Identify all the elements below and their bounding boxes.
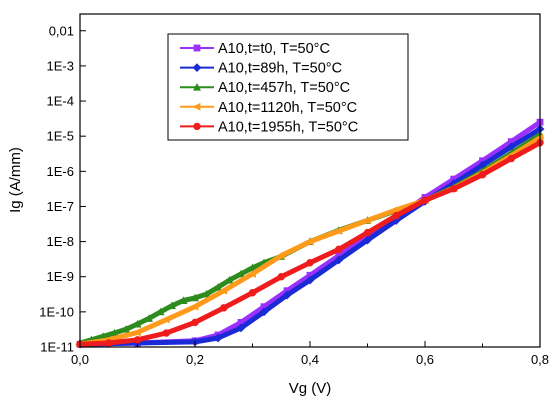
y-tick-label: 1E-4 <box>47 94 74 109</box>
data-point <box>305 237 314 246</box>
data-point <box>260 303 268 311</box>
legend-item: A10,t=1120h, T=50°C <box>180 100 357 116</box>
legend-item: A10,t=89h, T=50°C <box>180 61 342 77</box>
data-point <box>507 138 515 146</box>
y-axis-title: Ig (A/mm) <box>7 147 24 213</box>
legend-item: A10,t=1955h, T=50°C <box>180 119 358 135</box>
legend-label: A10,t=1120h, T=50°C <box>218 100 357 116</box>
data-point <box>363 216 371 225</box>
legend-item: A10,t=457h, T=50°C <box>180 80 350 96</box>
x-tick-label: 0,8 <box>531 352 549 367</box>
series-2 <box>75 124 545 349</box>
data-point <box>191 318 199 327</box>
data-point <box>236 323 246 333</box>
legend-label: A10,t=1955h, T=50°C <box>218 119 358 135</box>
y-tick-label: 1E-6 <box>47 164 74 179</box>
data-point <box>305 275 315 285</box>
data-point <box>306 259 314 267</box>
legend-marker <box>193 122 201 131</box>
data-point <box>391 205 400 214</box>
y-tick-label: 1E-8 <box>47 234 74 249</box>
data-point <box>202 289 211 298</box>
data-point <box>133 328 141 337</box>
axis-ticks-group: 0,0 0,2 0,4 0,6 0,8 1E-11 1E-10 1E-9 1E-8 1E-7 1E-… <box>39 23 549 367</box>
legend-marker <box>192 63 202 72</box>
data-point <box>392 211 400 220</box>
data-point <box>145 314 153 322</box>
data-point <box>450 185 458 193</box>
data-point <box>156 307 165 316</box>
data-point <box>110 328 119 337</box>
data-point <box>334 227 343 235</box>
legend-label: A10,t=89h, T=50°C <box>218 61 342 77</box>
data-point <box>363 235 372 245</box>
data-point <box>122 325 130 333</box>
data-point <box>225 275 234 284</box>
data-point <box>276 251 285 260</box>
y-tick-label: 1E-10 <box>39 304 74 319</box>
data-point <box>478 171 487 179</box>
legend-marker <box>193 83 201 91</box>
data-point <box>162 329 170 337</box>
data-point <box>306 271 314 279</box>
data-point <box>282 290 292 300</box>
data-point <box>190 302 199 311</box>
data-point <box>277 273 285 281</box>
data-point <box>220 304 228 312</box>
data-point <box>133 336 142 344</box>
y-tick-label: 1E-3 <box>47 58 74 73</box>
x-tick-label: 0,6 <box>416 352 434 367</box>
legend-item: A10,t=t0, T=50°C <box>180 41 330 57</box>
legend-label: A10,t=457h, T=50°C <box>218 80 350 96</box>
data-point <box>363 228 372 237</box>
data-point <box>214 283 222 291</box>
y-tick-label: 1E-5 <box>47 129 74 144</box>
data-point <box>248 263 257 272</box>
data-point <box>219 286 228 295</box>
y-tick-label: 1E-9 <box>47 269 74 284</box>
series-1 <box>76 118 544 348</box>
x-tick-label: 0,0 <box>71 352 89 367</box>
y-tick-label: 1E-7 <box>47 199 74 214</box>
series-line-2 <box>77 126 543 347</box>
legend-label: A10,t=t0, T=50°C <box>218 41 330 57</box>
data-point <box>168 301 176 310</box>
data-point <box>133 319 142 328</box>
data-point <box>248 270 256 278</box>
data-point <box>259 307 269 317</box>
data-point <box>105 339 113 347</box>
x-tick-label: 0,2 <box>186 352 204 367</box>
data-point <box>237 269 245 278</box>
data-point <box>335 245 343 254</box>
x-axis-title: Vg (V) <box>289 380 332 397</box>
x-tick-label: 0,4 <box>301 352 319 367</box>
data-point <box>213 333 223 343</box>
series-3 <box>76 130 544 347</box>
y-tick-label: 0,01 <box>49 23 74 38</box>
data-point <box>507 154 515 163</box>
data-point <box>478 160 487 170</box>
y-tick-label: 1E-11 <box>40 340 74 355</box>
legend-marker <box>193 44 201 52</box>
data-point <box>421 196 429 204</box>
legend-marker <box>192 102 201 111</box>
series-line-1 <box>77 119 543 347</box>
data-point <box>237 319 245 326</box>
data-point <box>248 289 257 297</box>
plot-series-group <box>75 118 545 349</box>
data-point <box>334 255 344 265</box>
legend: A10,t=t0, T=50°C A10,t=89h, T=50°C A10,t=4… <box>167 33 409 141</box>
data-point <box>191 293 199 302</box>
series-5 <box>76 139 544 348</box>
data-point <box>161 315 170 324</box>
data-point <box>391 216 401 225</box>
data-point <box>179 296 188 304</box>
